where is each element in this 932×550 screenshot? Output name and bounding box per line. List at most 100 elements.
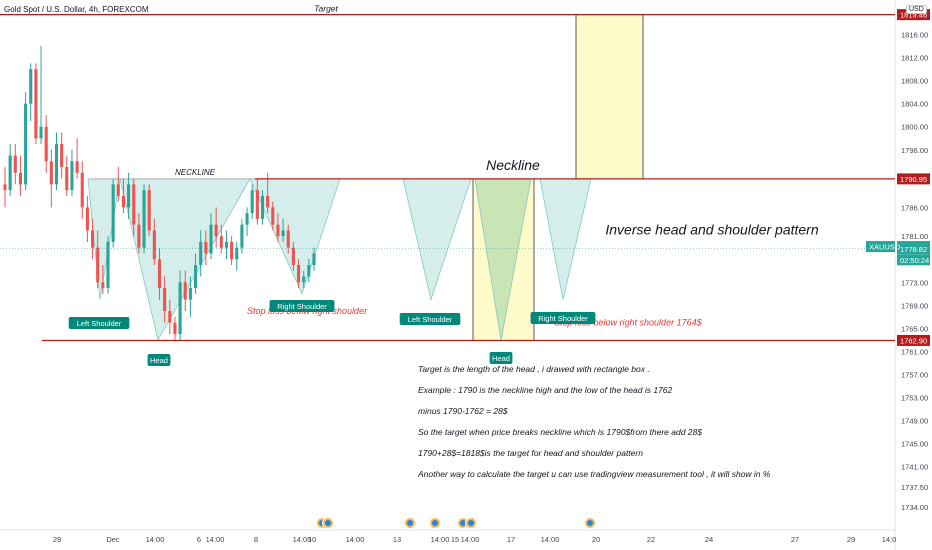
price-axis[interactable]: 1816.00 1812.00 1808.00 1804.00 1800.00 1796.…: [866, 9, 932, 512]
candle-body: [178, 282, 182, 335]
candle-body: [18, 172, 22, 185]
price-tick-label: 1749.00: [901, 417, 928, 426]
candle-body: [13, 155, 17, 173]
price-badge-label: 02:50:24: [900, 256, 929, 265]
candle-body: [235, 247, 239, 260]
candle-body: [147, 190, 151, 231]
symbol-line-badge-label: XAUUSD: [869, 243, 901, 252]
price-badge-label: 1778.82: [900, 245, 927, 254]
target-label: Target: [314, 4, 338, 14]
price-tick-label: 1808.00: [901, 77, 928, 86]
event-flag-center-icon: [468, 520, 474, 526]
candle-body: [224, 241, 228, 248]
symbol-title[interactable]: Gold Spot / U.S. Dollar, 4h, FOREXCOM: [4, 5, 149, 14]
candle-body: [54, 144, 59, 185]
candle-body: [152, 230, 156, 260]
pattern-label-badge: [530, 312, 596, 324]
candle-body: [209, 224, 213, 254]
candle-body: [250, 190, 254, 214]
pattern-label-text: Left Shoulder: [77, 319, 122, 328]
time-tick-label: 14:00: [293, 535, 312, 544]
candle-body: [312, 253, 316, 265]
price-badge: [897, 173, 930, 185]
candle-body: [188, 288, 192, 300]
candle-body: [194, 265, 198, 289]
candle-body: [127, 184, 131, 208]
time-tick-label: 29: [847, 535, 855, 544]
price-tick-label: 1781.00: [901, 232, 928, 241]
price-tick-label: 1769.00: [901, 301, 928, 310]
pattern-drawings: [87, 14, 644, 341]
schematic-right-shoulder: [539, 178, 592, 300]
explanation-note: Target is the length of the head , i dra…: [418, 364, 650, 374]
time-tick-label: 24: [705, 535, 713, 544]
candle-body: [121, 195, 125, 208]
explanation-note: Example : 1790 is the neckline high and …: [418, 385, 673, 395]
candle-body: [85, 207, 89, 231]
pattern-label-text: Left Shoulder: [408, 315, 453, 324]
time-tick-label: 13: [393, 535, 401, 544]
candle-body: [286, 230, 290, 248]
candle-body: [276, 224, 280, 237]
price-badge-label: 1762.90: [900, 336, 927, 345]
time-tick-label: 14:0: [882, 535, 897, 544]
pattern-label-badge: [489, 352, 513, 364]
head-shape: [119, 178, 251, 341]
time-tick-label: 17: [507, 535, 515, 544]
time-tick-label: 22: [647, 535, 655, 544]
event-flag-center-icon: [407, 520, 413, 526]
candle-body: [230, 241, 234, 260]
candle-body: [91, 230, 95, 248]
time-tick-label: 20: [592, 535, 600, 544]
time-tick-label: 14:00: [146, 535, 165, 544]
price-tick-label: 1812.00: [901, 54, 928, 63]
candle-body: [65, 167, 69, 191]
candle-body: [302, 276, 306, 283]
price-tick-label: 1796.00: [901, 146, 928, 155]
candle-body: [214, 224, 218, 237]
candle-body: [183, 282, 187, 300]
candle-body: [307, 265, 311, 277]
pattern-label-text: Right Shoulder: [277, 302, 327, 311]
time-tick-label: 29: [53, 535, 61, 544]
time-tick-label: 14:00: [206, 535, 225, 544]
currency-badge[interactable]: USD: [906, 5, 927, 14]
candle-body: [199, 241, 203, 265]
candle-body: [24, 103, 28, 185]
candle-body: [245, 213, 249, 225]
time-tick-label: 10: [308, 535, 316, 544]
candle-body: [39, 126, 43, 139]
explanation-note: 1790+28$=1818$is the target for head and…: [418, 448, 643, 458]
candle-body: [29, 69, 33, 104]
candle-body: [219, 236, 223, 248]
price-tick-label: 1800.00: [901, 123, 928, 132]
time-tick-label: 27: [791, 535, 799, 544]
price-badge: [897, 243, 930, 255]
price-badge: [897, 334, 930, 346]
candle-body: [163, 288, 167, 312]
price-badge: [897, 9, 930, 21]
price-tick-label: 1761.00: [901, 347, 928, 356]
candle-body: [204, 241, 208, 254]
price-badge-label: 1819.46: [900, 11, 927, 20]
price-tick-label: 1734.00: [901, 503, 928, 512]
candle-body: [75, 161, 79, 173]
candle-body: [111, 184, 115, 242]
time-tick-label: 14:00: [431, 535, 450, 544]
pattern-label-text: Head: [492, 354, 510, 363]
event-flag-center-icon: [460, 520, 466, 526]
candle-body: [80, 172, 84, 208]
price-tick-label: 1765.00: [901, 324, 928, 333]
explanation-notes: Target is the length of the head , i dra…: [417, 364, 771, 479]
explanation-note: So the target when price breaks neckline…: [418, 427, 702, 437]
economic-events[interactable]: [316, 517, 596, 529]
candle-body: [3, 184, 7, 191]
candle-body: [255, 190, 259, 219]
pattern-label-text: Right Shoulder: [538, 314, 588, 323]
candle-body: [291, 247, 295, 265]
price-tick-label: 1741.00: [901, 463, 928, 472]
candle-body: [266, 195, 270, 208]
candle-body: [157, 259, 162, 289]
